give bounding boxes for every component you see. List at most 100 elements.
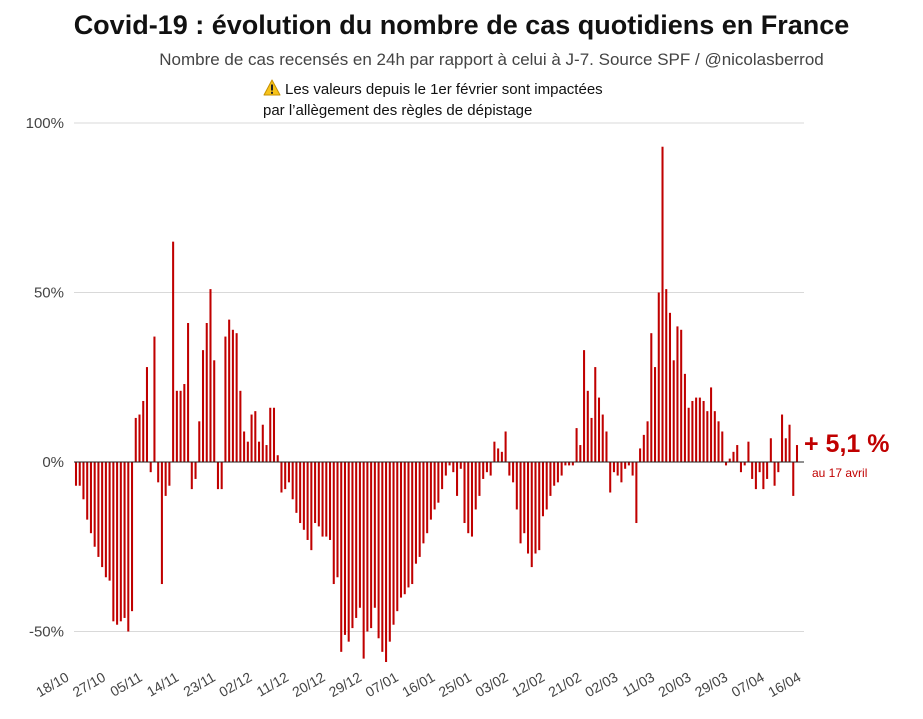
bar — [482, 462, 485, 479]
bar — [616, 462, 619, 476]
x-tick-label: 25/01 — [436, 669, 475, 700]
bar — [198, 421, 201, 462]
bar — [317, 462, 320, 527]
bar — [515, 462, 518, 510]
bar — [657, 292, 660, 462]
bar — [609, 462, 612, 493]
bar — [795, 445, 799, 462]
bar — [676, 326, 679, 462]
bar — [160, 462, 163, 585]
bar — [396, 462, 399, 612]
bar — [306, 462, 309, 540]
bar — [784, 438, 787, 462]
bar — [407, 462, 410, 588]
bar — [116, 462, 119, 625]
bar — [470, 462, 474, 537]
bar — [168, 462, 171, 486]
bar — [575, 428, 578, 462]
bar — [713, 411, 716, 462]
bar — [220, 462, 223, 490]
bar — [287, 462, 290, 483]
bar — [246, 441, 249, 462]
bar — [239, 390, 242, 462]
bar — [74, 462, 78, 486]
x-tick-label: 07/04 — [729, 669, 768, 700]
bar — [228, 319, 231, 462]
bar — [437, 462, 440, 503]
bar — [463, 462, 466, 524]
y-axis-labels: 100% 50% 0% -50% — [26, 115, 64, 641]
bar — [370, 462, 373, 629]
latest-date-label: au 17 avril — [812, 466, 868, 480]
bar — [668, 312, 672, 462]
bar — [272, 407, 276, 462]
latest-value-label: + 5,1 % — [804, 430, 890, 458]
bar — [627, 462, 630, 466]
bar — [732, 451, 735, 462]
bar — [388, 462, 391, 642]
x-tick-label: 05/11 — [107, 669, 145, 700]
bar — [302, 462, 305, 530]
bar — [508, 462, 511, 476]
bar — [351, 462, 354, 629]
bar — [635, 462, 638, 524]
bar — [127, 462, 130, 632]
y-tick-label: 100% — [26, 115, 64, 132]
x-tick-label: 21/02 — [546, 669, 585, 700]
bar — [362, 462, 365, 659]
y-tick-label: 50% — [34, 285, 64, 302]
bar — [687, 407, 690, 462]
bar — [773, 462, 776, 486]
y-tick-label: 0% — [42, 454, 64, 471]
bar — [594, 367, 597, 462]
bar — [549, 462, 552, 496]
bar — [743, 462, 746, 466]
bar — [108, 462, 111, 581]
bar — [478, 462, 481, 496]
bar — [269, 407, 272, 462]
bars — [74, 146, 799, 663]
bar — [754, 462, 757, 490]
chart-subtitle: Nombre de cas recensés en 24h par rappor… — [159, 50, 824, 69]
bar — [347, 462, 350, 642]
bar — [104, 462, 107, 578]
bar — [612, 462, 615, 473]
bar — [605, 431, 608, 462]
bar — [82, 462, 85, 500]
bar — [325, 462, 328, 537]
bar — [631, 462, 634, 476]
bar — [265, 445, 268, 462]
bar — [295, 462, 298, 513]
bar — [639, 448, 642, 462]
bar — [403, 462, 406, 595]
bar — [448, 462, 451, 466]
bar — [183, 384, 186, 462]
bar — [329, 462, 332, 540]
warning-icon — [263, 79, 281, 96]
bar — [142, 400, 145, 462]
note-line-1-text: Les valeurs depuis le 1er février sont i… — [285, 81, 603, 98]
bar — [216, 462, 219, 490]
bar — [93, 462, 96, 547]
bar — [661, 146, 664, 463]
bar — [358, 462, 361, 608]
bar — [489, 462, 492, 476]
bar — [433, 462, 436, 510]
x-tick-label: 20/03 — [655, 669, 694, 700]
bar — [97, 462, 100, 557]
bar — [164, 462, 167, 496]
bar — [504, 431, 507, 462]
bar — [792, 462, 795, 496]
bar — [444, 462, 447, 476]
bar — [728, 458, 731, 462]
note-line-1: Les valeurs depuis le 1er février sont i… — [263, 79, 603, 100]
bar — [650, 333, 653, 462]
x-tick-label: 02/12 — [216, 669, 255, 700]
bar — [373, 462, 376, 608]
bar — [284, 462, 287, 490]
bar — [672, 360, 675, 462]
bar — [243, 431, 246, 462]
y-tick-label: -50% — [29, 624, 64, 641]
bar — [119, 462, 122, 622]
